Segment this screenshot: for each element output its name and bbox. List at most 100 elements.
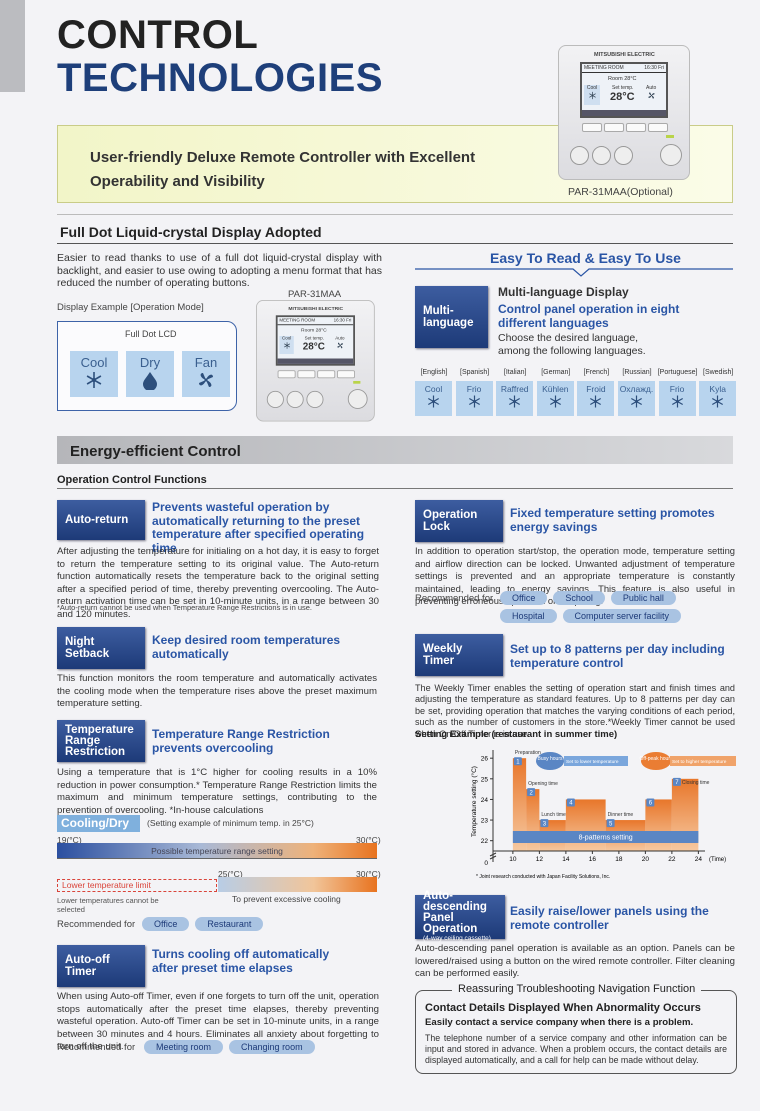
language-tile: Frio [658, 381, 696, 416]
remote-button [306, 390, 324, 408]
remote-key [297, 370, 316, 379]
badge: Weekly Timer [415, 634, 503, 676]
chart-footnote: * Joint research conducted with Japan Fa… [476, 874, 610, 880]
lcd-label: Full Dot LCD [125, 329, 177, 339]
remote-button [286, 390, 304, 408]
callout-bubble [641, 752, 671, 770]
limit-bar [218, 877, 377, 892]
icon-dot [594, 400, 598, 403]
segment-label: Opening time [528, 781, 558, 787]
remote-key [582, 123, 602, 132]
marker-box [606, 819, 615, 828]
mode-tile: Dry [126, 351, 174, 397]
remote-power [347, 389, 368, 409]
section-title: Energy-efficient Control [70, 443, 241, 460]
example-label: (Setting example of minimum temp. in 25°… [147, 818, 314, 828]
callout-bar [670, 756, 736, 766]
icon-hub [204, 378, 208, 382]
callout-bubble [536, 752, 564, 770]
recommended-label: Recommended for [415, 593, 494, 604]
limit-min: 25(°C) [218, 869, 243, 879]
language-name: [German] [541, 369, 571, 376]
remote-controller: MITSUBISHI ELECTRIC MEETING ROOM 16:30 Fri… [256, 300, 375, 422]
callout-text: Set to lower temperature [566, 759, 619, 765]
screen-header: MEETING ROOM 16:30 Fri [277, 317, 354, 326]
screen-mode-text: Cool [281, 336, 292, 342]
remote-brand: MITSUBISHI ELECTRIC [594, 52, 655, 58]
icon-blade [206, 380, 212, 387]
icon-dot [285, 344, 288, 347]
screen-room: MEETING ROOM [584, 65, 624, 71]
callout-text: Set to higher temperature [672, 759, 727, 765]
subsection-title: Operation Control Functions [57, 474, 207, 486]
marker-number: 5 [609, 821, 613, 827]
range-min: 19(°C) [57, 835, 82, 845]
screen-set-label: Set temp. [304, 336, 324, 342]
language-name: [English] [420, 369, 448, 376]
remote-key [337, 370, 355, 379]
language-word: Froid [586, 384, 606, 394]
snow-icon [468, 395, 480, 408]
screen-room-temp: Room 28°C [301, 327, 327, 334]
y-tick-label: 22 [481, 838, 489, 845]
remote-key [626, 123, 646, 132]
pill: Restaurant [195, 917, 264, 931]
snow-icon [588, 91, 596, 100]
icon-blade [339, 345, 343, 349]
remote-led [353, 381, 361, 384]
pill: Computer server facility [562, 609, 682, 623]
feature-heading: Temperature Range Restriction prevents o… [152, 727, 330, 755]
pill: Public hall [610, 591, 676, 605]
x-axis-label: (Time) [709, 857, 726, 863]
snow-icon [590, 395, 602, 408]
screen-time: 16:30 Fri [333, 318, 352, 324]
pill-line: Hospital Computer server facility [500, 609, 720, 623]
screen-time: 16:30 Fri [644, 65, 664, 71]
screen-set-value: 28°C [610, 91, 635, 103]
icon-dot [553, 400, 557, 403]
language-word: Cool [424, 384, 443, 394]
feature-heading: Prevents wasteful operation by automatic… [152, 500, 365, 555]
pill: Meeting room [144, 1040, 224, 1054]
marker-number: 1 [516, 759, 520, 765]
remote-screen: MEETING ROOM 16:30 Fri Room 28°C Cool Set te… [580, 62, 668, 118]
language-tile: Frio [455, 381, 493, 416]
language-tile: Raffred [496, 381, 534, 416]
segment-label: Preparation [515, 750, 541, 756]
callout-text: Busy hours [537, 756, 563, 762]
remote-key [317, 370, 336, 379]
headline-line: Operability and Visibility [90, 173, 265, 190]
body-text: The Weekly Timer enables the setting of … [415, 683, 735, 739]
x-tick-label: 18 [615, 856, 623, 863]
language-word: Kyla [709, 384, 726, 394]
feature-heading: Set up to 8 patterns per day including t… [510, 642, 725, 670]
badge: Temperature Range Restriction [57, 720, 145, 762]
screen-mode: Cool [279, 336, 294, 354]
screen-mode-text: Cool [586, 85, 598, 91]
divider [57, 488, 733, 489]
snow-icon [671, 395, 683, 408]
badge: Auto-off Timer [57, 945, 145, 987]
limit-max: 30(°C) [356, 869, 381, 879]
pill-line: Office Restaurant [142, 917, 362, 931]
remote-power [660, 144, 682, 166]
y-tick-label: 25 [481, 776, 489, 783]
mode-name: Fan [194, 355, 218, 370]
body-text: When using Auto-off Timer, even if one f… [57, 991, 379, 1052]
recommended-label: Recommended for [57, 919, 136, 930]
feature-subheading: Control panel operation in eight differe… [498, 302, 680, 330]
icon-blade [206, 374, 213, 380]
model-label: PAR-31MAA [288, 289, 342, 300]
icon-blade [336, 345, 340, 348]
x-tick-label: 10 [509, 856, 517, 863]
language-tile: Cool [415, 381, 452, 416]
marker-box [566, 798, 575, 807]
pill-line: Office School Public hall [500, 591, 720, 605]
feature-heading: Multi-language Display [498, 285, 629, 299]
mode-name: Dry [139, 355, 161, 370]
screen-footer [277, 358, 354, 364]
segment-label: Lunch time [541, 812, 566, 818]
note: *Auto-return cannot be used when Tempera… [57, 603, 313, 612]
limit-purpose: To prevent excessive cooling [232, 894, 341, 904]
remote-brand: MITSUBISHI ELECTRIC [288, 306, 344, 312]
